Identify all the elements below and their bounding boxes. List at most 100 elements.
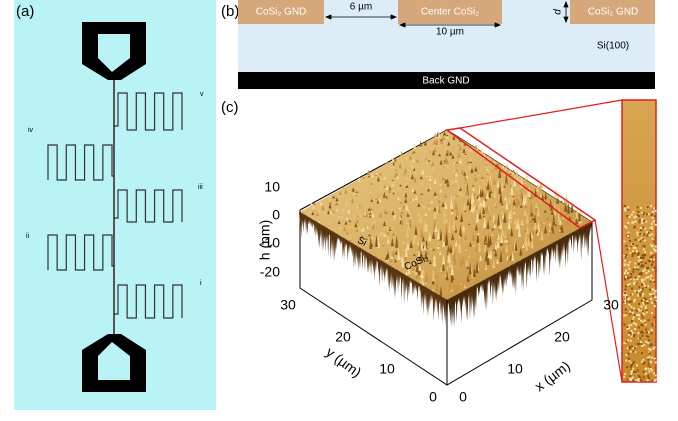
speck <box>651 329 653 331</box>
speck <box>628 358 630 360</box>
speck <box>642 316 644 318</box>
speck <box>624 264 626 266</box>
speck <box>640 289 642 291</box>
speck <box>645 368 647 370</box>
speck <box>655 270 657 272</box>
speck <box>627 272 629 274</box>
speck <box>624 324 626 326</box>
speck <box>632 368 634 370</box>
electrode-label: CoSi₂ GND <box>588 7 639 18</box>
speck <box>647 368 649 370</box>
speck <box>647 319 649 321</box>
speck <box>651 357 653 359</box>
speck <box>629 240 631 242</box>
dimension-label: 6 µm <box>350 2 372 13</box>
speck <box>625 354 627 356</box>
speck <box>636 314 638 316</box>
speck <box>651 293 653 295</box>
speck <box>648 370 650 372</box>
speck <box>625 256 627 258</box>
speck <box>651 256 653 258</box>
speck <box>624 260 626 262</box>
speck <box>641 255 643 257</box>
speck <box>654 215 656 217</box>
speck <box>640 324 642 326</box>
speck <box>642 321 644 323</box>
speck <box>632 332 634 334</box>
y-tick-label: 10 <box>379 361 395 377</box>
speck <box>631 288 633 290</box>
speck <box>625 245 627 247</box>
speck <box>635 220 637 222</box>
speck <box>646 302 648 304</box>
speck <box>655 224 657 226</box>
spike <box>515 263 517 295</box>
speck <box>624 300 626 302</box>
speck <box>649 234 651 236</box>
speck <box>645 221 647 223</box>
speck <box>626 300 628 302</box>
speck <box>631 330 633 332</box>
speck <box>631 371 633 373</box>
speck <box>654 305 656 307</box>
speck <box>628 334 630 336</box>
speck <box>638 286 640 288</box>
spike <box>529 255 531 278</box>
marker: v <box>200 91 204 98</box>
speck <box>641 264 643 266</box>
marker: iii <box>198 184 203 191</box>
speck <box>642 359 644 361</box>
speck <box>633 307 635 309</box>
speck <box>638 380 640 382</box>
speck <box>645 328 647 330</box>
speck <box>641 222 643 224</box>
speck <box>645 373 647 375</box>
speck <box>635 247 637 249</box>
figure: (a) v iv iii ii i (b) CoSi₂ GND Center C… <box>0 0 678 416</box>
h-tick-label: -20 <box>260 264 280 280</box>
speck <box>645 262 647 264</box>
h-tick-label: -10 <box>260 235 280 251</box>
speck <box>626 326 628 328</box>
speck <box>630 273 632 275</box>
speck <box>636 232 638 234</box>
speck <box>635 239 637 241</box>
panel-label: (b) <box>221 3 239 20</box>
speck <box>625 254 627 256</box>
speck <box>648 339 650 341</box>
speck <box>651 223 653 225</box>
speck <box>624 207 626 209</box>
speck <box>631 214 633 216</box>
spike <box>474 145 477 149</box>
speck <box>628 268 630 270</box>
speck <box>652 279 654 281</box>
speck <box>634 299 636 301</box>
marker: iv <box>28 127 34 134</box>
speck <box>640 227 642 229</box>
speck <box>643 297 645 299</box>
speck <box>655 246 657 248</box>
speck <box>639 337 641 339</box>
spike <box>506 164 509 168</box>
speck <box>653 241 655 243</box>
speck <box>632 221 634 223</box>
speck <box>645 305 647 307</box>
speck <box>641 345 643 347</box>
speck <box>634 266 636 268</box>
speck <box>641 237 643 239</box>
speck <box>654 267 656 269</box>
speck <box>624 292 626 294</box>
speck <box>638 256 640 258</box>
speck <box>643 313 645 315</box>
speck <box>634 328 636 330</box>
speck <box>643 213 645 215</box>
speck <box>641 352 643 354</box>
speck <box>648 213 650 215</box>
speck <box>653 372 655 374</box>
speck <box>627 209 629 211</box>
speck <box>644 254 646 256</box>
speck <box>655 290 657 292</box>
speck <box>625 308 627 310</box>
dimension-label: 10 µm <box>436 27 464 38</box>
speck <box>642 310 644 312</box>
